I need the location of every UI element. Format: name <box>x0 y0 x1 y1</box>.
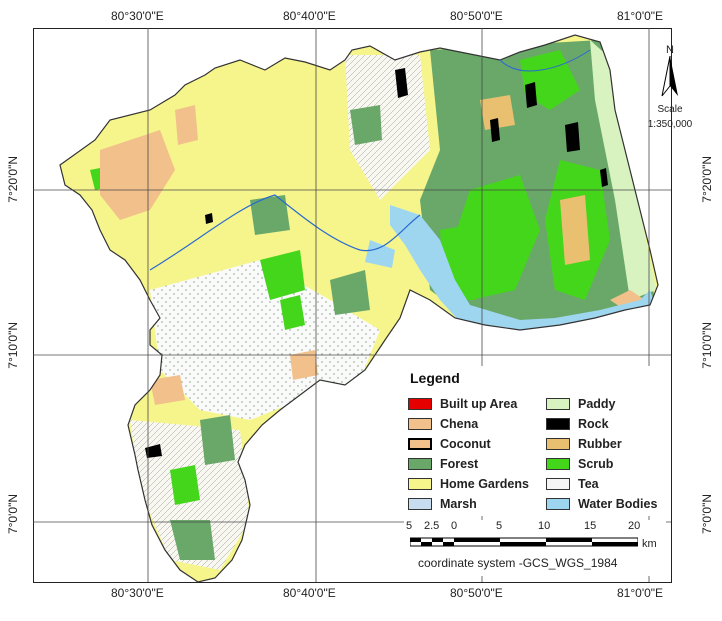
scale-tick: 20 <box>628 520 641 532</box>
forest-west-1 <box>200 415 235 465</box>
rubber-2 <box>480 95 515 130</box>
legend-swatch-scrub <box>546 458 570 470</box>
rock-1 <box>395 68 408 98</box>
rock-5 <box>145 444 162 458</box>
legend-swatch-chena <box>408 418 432 430</box>
chena-2 <box>175 105 198 145</box>
north-letter: N <box>666 44 674 56</box>
tea-area-north <box>345 55 430 200</box>
legend-swatch-marsh <box>408 498 432 510</box>
water-body-reservoir <box>390 205 655 332</box>
coordinate-system: coordinate system -GCS_WGS_1984 <box>418 556 618 570</box>
scale-tick: 5 <box>496 520 503 532</box>
scale-tick: 10 <box>538 520 551 532</box>
legend-swatch-rubber <box>546 438 570 450</box>
forest-west-2 <box>170 520 215 560</box>
legend-label: Scrub <box>578 457 614 471</box>
legend-item: Home Gardens <box>408 476 529 492</box>
scale-tick: 0 <box>451 520 458 532</box>
legend-item: Forest <box>408 456 478 472</box>
scale-unit: km <box>642 538 657 550</box>
legend-swatch-forest <box>408 458 432 470</box>
legend-item: Water Bodies <box>546 496 657 512</box>
lon-tick-top-4: 81°0'0"E <box>617 9 664 23</box>
legend-label: Rock <box>578 417 609 431</box>
legend: Legend Built up Area Chena Coconut Fores… <box>404 366 666 516</box>
legend-label: Built up Area <box>440 397 518 411</box>
lon-tick-top-1: 80°30'0"E <box>111 9 164 23</box>
legend-label: Home Gardens <box>440 477 529 491</box>
lon-tick-bottom-3: 80°50'0"E <box>450 586 503 600</box>
legend-swatch-tea <box>546 478 570 490</box>
legend-label: Forest <box>440 457 479 471</box>
legend-label: Chena <box>440 417 479 431</box>
paddy-east <box>590 40 656 300</box>
chena-1 <box>100 130 175 220</box>
legend-item: Scrub <box>546 456 613 472</box>
legend-item: Marsh <box>408 496 477 512</box>
legend-swatch-paddy <box>546 398 570 410</box>
legend-label: Marsh <box>440 497 477 511</box>
scale-tick: 2.5 <box>424 520 440 532</box>
chena-5 <box>610 290 645 310</box>
scale-value: 1:350,000 <box>647 119 693 130</box>
legend-label: Rubber <box>578 437 622 451</box>
chena-4 <box>290 350 318 380</box>
legend-item: Rubber <box>546 436 622 452</box>
scale-bar-graphic <box>410 537 638 547</box>
legend-swatch-rock <box>546 418 570 430</box>
rock-7 <box>600 168 608 187</box>
rock-4 <box>490 118 500 142</box>
forest-west-4 <box>330 270 370 315</box>
legend-label: Water Bodies <box>578 497 658 511</box>
rock-2 <box>525 82 537 108</box>
rock-6 <box>205 213 213 224</box>
scrub-5 <box>260 250 305 300</box>
river-main <box>149 194 421 271</box>
lon-tick-bottom-1: 80°30'0"E <box>111 586 164 600</box>
legend-swatch-coconut <box>408 438 432 450</box>
legend-item: Rock <box>546 416 609 432</box>
legend-title: Legend <box>410 370 460 386</box>
legend-item: Tea <box>546 476 599 492</box>
scale-bar: 5 2.5 0 5 10 15 20 km coordinate system … <box>404 520 666 576</box>
scale-tick: 15 <box>584 520 597 532</box>
scale-label: Scale <box>657 104 683 115</box>
chena-3 <box>150 375 185 405</box>
lon-tick-top-3: 80°50'0"E <box>450 9 503 23</box>
water-body-2 <box>365 240 395 268</box>
legend-item: Paddy <box>546 396 616 412</box>
lon-tick-bottom-2: 80°40'0"E <box>283 586 336 600</box>
legend-swatch-water-bodies <box>546 498 570 510</box>
lon-tick-bottom-4: 81°0'0"E <box>617 586 664 600</box>
north-arrow: N Scale 1:350,000 <box>640 44 700 131</box>
legend-item: Built up Area <box>408 396 517 412</box>
legend-item: Chena <box>408 416 478 432</box>
legend-label: Paddy <box>578 397 616 411</box>
legend-label: Tea <box>578 477 599 491</box>
scrub-6 <box>280 295 305 330</box>
legend-item: Coconut <box>408 436 491 452</box>
legend-swatch-home-gardens <box>408 478 432 490</box>
rock-3 <box>565 122 580 152</box>
legend-swatch-built-up <box>408 398 432 410</box>
lon-tick-top-2: 80°40'0"E <box>283 9 336 23</box>
forest-west-3 <box>250 195 290 235</box>
river-north <box>499 49 591 72</box>
forest-west-5 <box>350 105 382 145</box>
scale-tick: 5 <box>406 520 413 532</box>
legend-label: Coconut <box>440 437 491 451</box>
rubber-1 <box>560 195 590 265</box>
scrub-7 <box>170 465 200 505</box>
north-arrow-icon <box>661 55 678 97</box>
